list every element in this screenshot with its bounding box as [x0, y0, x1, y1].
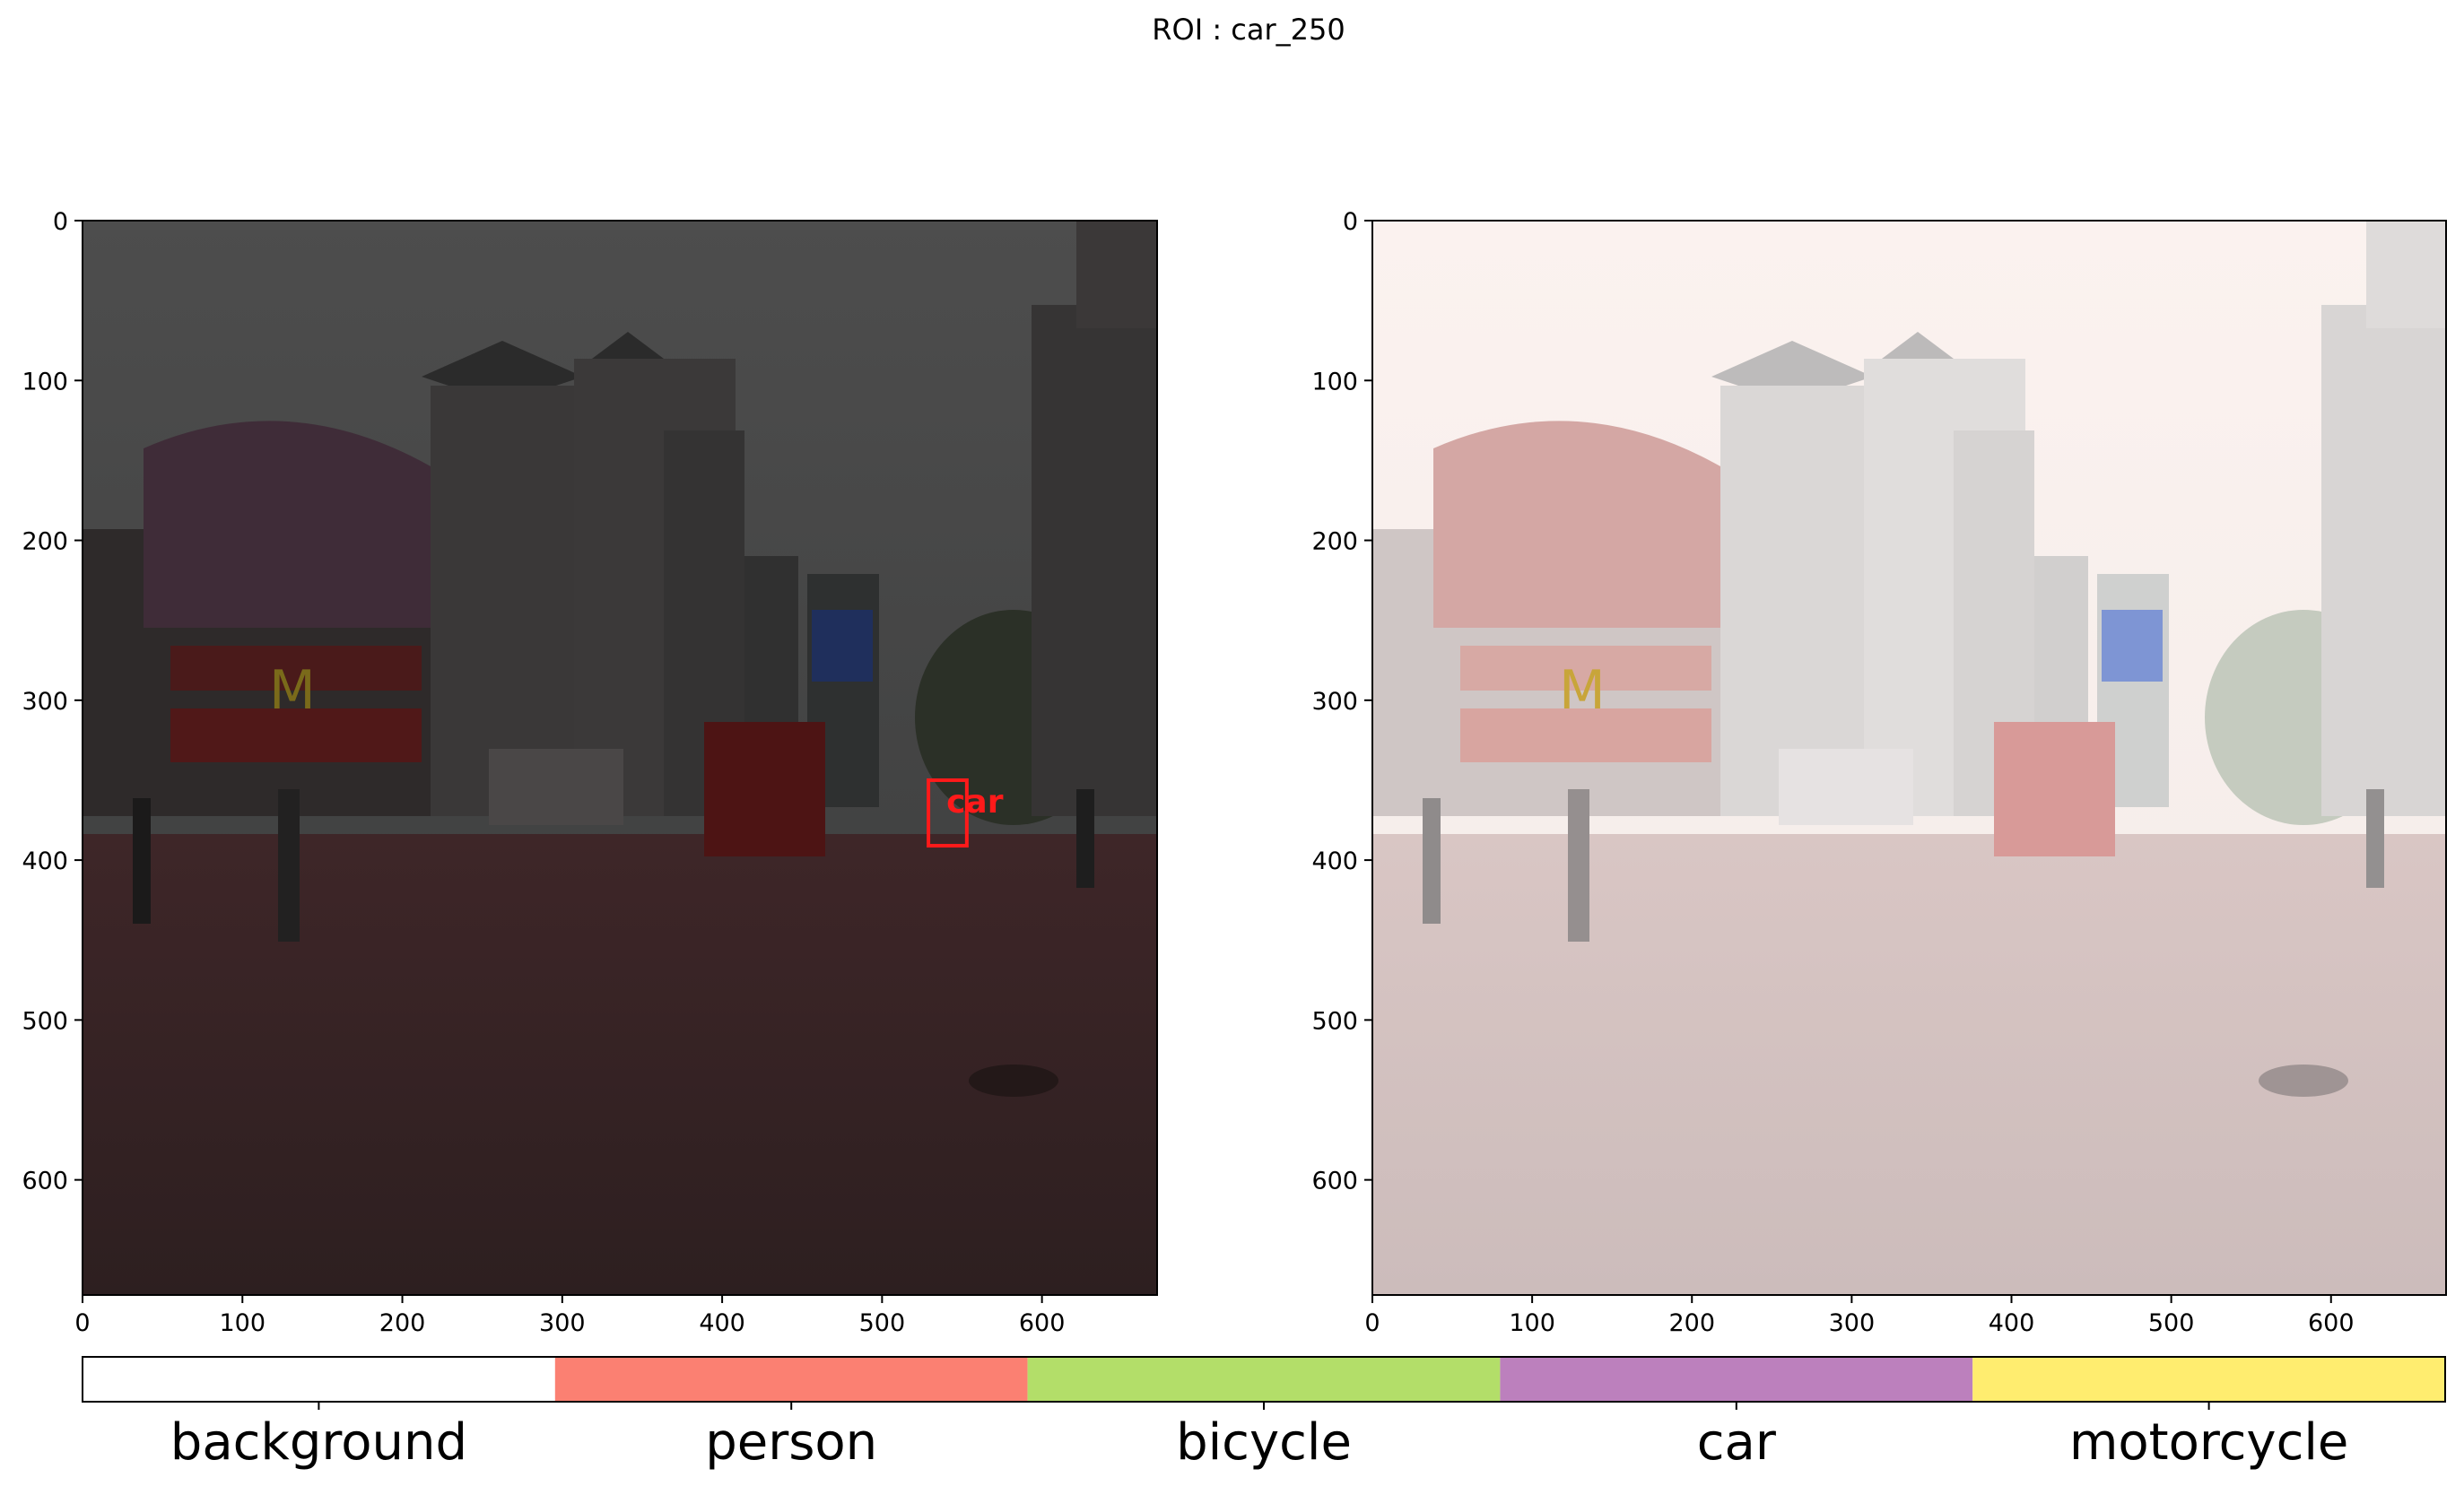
right-axes-frame [1371, 220, 2447, 1296]
colorbar-cell-car [1500, 1357, 1973, 1402]
left-ytick-label: 0 [53, 208, 68, 236]
left-image-panel: M car 0 100 200 300 400 500 600 [22, 208, 1158, 1337]
left-ytick-label: 600 [22, 1168, 68, 1195]
colorbar-cell-person [554, 1357, 1028, 1402]
right-xtick-label: 300 [1829, 1309, 1876, 1337]
svg-text:M: M [269, 659, 316, 722]
left-ytick-label: 300 [22, 688, 68, 716]
colorbar-label-background: background [170, 1413, 467, 1472]
left-xtick-label: 100 [220, 1309, 266, 1337]
right-xtick-label: 100 [1509, 1309, 1555, 1337]
left-ytick-label: 500 [22, 1007, 68, 1035]
right-image-panel: M 0 100 200 300 400 500 600 0 100 200 300 400 500 60… [1311, 208, 2447, 1337]
right-xtick-label: 400 [1989, 1309, 2035, 1337]
colorbar-cell-motorcycle [1972, 1357, 2445, 1402]
right-ytick-label: 200 [1311, 528, 1358, 556]
colorbar-label-car: car [1697, 1413, 1777, 1472]
left-axes-frame [82, 220, 1158, 1296]
left-xtick-label: 400 [699, 1309, 745, 1337]
svg-text:M: M [1559, 659, 1606, 722]
right-ytick-label: 100 [1311, 368, 1358, 395]
colorbar-label-person: person [705, 1413, 877, 1472]
right-ytick-label: 400 [1311, 847, 1358, 875]
colorbar-cell-bicycle [1027, 1357, 1501, 1402]
left-xtick-label: 0 [74, 1309, 90, 1337]
left-ytick-label: 200 [22, 528, 68, 556]
colorbar-label-bicycle: bicycle [1176, 1413, 1352, 1472]
left-xtick-label: 500 [859, 1309, 906, 1337]
left-xtick-label: 200 [379, 1309, 426, 1337]
left-xtick-label: 600 [1019, 1309, 1066, 1337]
colorbar-label-motorcycle: motorcycle [2069, 1413, 2349, 1472]
left-street-scene: M [83, 221, 1157, 1295]
right-ytick-label: 500 [1311, 1007, 1358, 1035]
left-ytick-label: 400 [22, 847, 68, 875]
colorbar-cell-background [83, 1357, 555, 1402]
detection-box [927, 778, 969, 848]
left-xtick-label: 300 [539, 1309, 586, 1337]
detection-label: car [946, 784, 1004, 821]
right-ytick-label: 300 [1311, 688, 1358, 716]
figure-title: ROI : car_250 [1152, 13, 1345, 47]
right-xtick-label: 200 [1668, 1309, 1715, 1337]
right-xtick-label: 500 [2148, 1309, 2195, 1337]
category-colorbar: background person bicycle car motorcycle [82, 1356, 2446, 1472]
right-ytick-label: 600 [1311, 1168, 1358, 1195]
right-xtick-label: 0 [1364, 1309, 1380, 1337]
right-xtick-label: 600 [2308, 1309, 2355, 1337]
right-ytick-label: 0 [1343, 208, 1358, 236]
left-ytick-label: 100 [22, 368, 68, 395]
right-street-scene: M [1372, 221, 2446, 1295]
